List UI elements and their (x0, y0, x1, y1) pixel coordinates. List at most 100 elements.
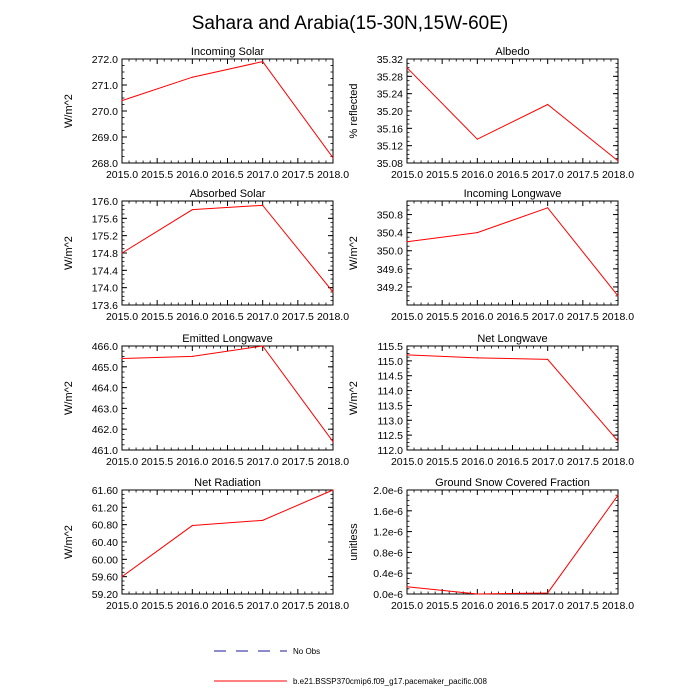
data-point (191, 76, 193, 78)
data-point (121, 100, 123, 102)
series-line (406, 494, 619, 595)
x-tick-label: 2015.0 (391, 600, 423, 612)
x-tick-label: 2016.5 (211, 600, 243, 612)
x-tick-label: 2017.0 (247, 311, 279, 323)
x-tick-label: 2017.0 (247, 456, 279, 468)
x-tick-label: 2015.0 (106, 169, 138, 181)
y-tick-label: 0.8e-6 (373, 547, 403, 559)
data-point (547, 103, 549, 106)
y-axis-label: W/m^2 (348, 381, 360, 415)
y-axis-label: % reflected (348, 83, 360, 138)
plot-frame (406, 345, 619, 451)
plot-frame (121, 489, 334, 595)
y-tick-label: 349.6 (377, 264, 403, 276)
y-tick-label: 115.0 (378, 356, 404, 368)
x-tick-label: 2016.0 (176, 600, 208, 612)
y-tick-label: 112.5 (378, 430, 404, 442)
series-line (406, 67, 619, 162)
x-tick-label: 2018.0 (602, 311, 634, 323)
x-tick-label: 2016.0 (176, 456, 208, 468)
x-tick-label: 2015.0 (391, 456, 423, 468)
y-tick-label: 35.28 (377, 71, 403, 83)
y-tick-label: 35.08 (377, 158, 403, 170)
y-tick-label: 466.0 (92, 341, 118, 353)
x-tick-label: 2016.0 (176, 169, 208, 181)
y-tick-label: 270.0 (92, 106, 118, 118)
x-tick-label: 2016.5 (211, 311, 243, 323)
data-point (617, 160, 619, 162)
y-tick-label: 350.4 (377, 228, 403, 240)
y-tick-label: 60.00 (92, 554, 118, 566)
chart-panel: Ground Snow Covered Fraction unitless 2015… (348, 477, 634, 612)
x-tick-label: 2016.5 (211, 456, 243, 468)
y-axis-label: W/m^2 (63, 525, 75, 559)
y-tick-label: 2.0e-6 (373, 485, 403, 497)
x-tick-label: 2018.0 (602, 456, 634, 468)
y-tick-label: 113.0 (378, 415, 404, 427)
x-tick-label: 2018.0 (317, 169, 349, 181)
y-tick-label: 114.0 (378, 386, 404, 398)
data-point (476, 357, 478, 359)
data-point (547, 207, 549, 209)
x-tick-label: 2018.0 (317, 311, 349, 323)
y-tick-label: 0.0e-6 (373, 589, 403, 601)
y-axis-label: W/m^2 (63, 381, 75, 415)
x-tick-label: 2017.0 (247, 169, 279, 181)
series-line (121, 204, 334, 293)
x-tick-label: 2015.0 (391, 169, 423, 181)
data-point (547, 592, 549, 594)
x-tick-label: 2018.0 (602, 600, 634, 612)
x-tick-label: 2018.0 (602, 169, 634, 181)
x-tick-label: 2015.5 (141, 169, 173, 181)
x-tick-label: 2016.0 (461, 169, 493, 181)
x-tick-label: 2015.5 (141, 456, 173, 468)
data-point (476, 232, 478, 234)
x-tick-label: 2015.0 (106, 311, 138, 323)
y-tick-label: 35.20 (377, 106, 403, 118)
y-tick-label: 0.4e-6 (373, 568, 403, 580)
x-tick-label: 2017.5 (567, 311, 599, 323)
y-axis-label: unitless (348, 523, 360, 561)
x-tick-label: 2017.5 (567, 600, 599, 612)
data-point (332, 489, 334, 491)
chart-panel: Net Radiation W/m^2 2015.0 2015.5 2016.0 2016… (63, 477, 349, 612)
data-point (191, 524, 193, 527)
page-title: Sahara and Arabia(15-30N,15W-60E) (192, 13, 509, 34)
panel-title: Emitted Longwave (182, 333, 273, 345)
x-tick-label: 2015.5 (426, 169, 458, 181)
data-point (262, 204, 264, 206)
panel-title: Absorbed Solar (190, 188, 266, 200)
x-tick-label: 2015.0 (391, 311, 423, 323)
x-tick-label: 2017.0 (532, 456, 564, 468)
x-tick-label: 2015.5 (426, 456, 458, 468)
y-tick-label: 61.60 (92, 485, 118, 497)
data-point (262, 519, 264, 521)
y-tick-label: 463.0 (92, 403, 118, 415)
panel-title: Net Radiation (194, 477, 261, 489)
y-tick-label: 35.32 (377, 54, 403, 66)
y-tick-label: 465.0 (92, 362, 118, 374)
y-axis-label: W/m^2 (348, 236, 360, 270)
y-tick-label: 461.0 (92, 445, 118, 457)
x-tick-label: 2015.0 (106, 600, 138, 612)
y-tick-label: 60.40 (92, 537, 118, 549)
x-tick-label: 2017.5 (567, 169, 599, 181)
panel-title: Incoming Solar (191, 46, 265, 58)
x-tick-label: 2016.0 (461, 311, 493, 323)
data-point (476, 593, 478, 595)
panel-title: Net Longwave (477, 333, 547, 345)
x-tick-label: 2016.0 (176, 311, 208, 323)
chart-panel: Net Longwave W/m^2 2015.0 2015.5 2016.0 2016.… (348, 333, 634, 468)
y-tick-label: 174.8 (92, 248, 118, 260)
plot-frame (406, 489, 619, 595)
series-line (406, 354, 619, 442)
y-tick-label: 115.5 (378, 341, 404, 353)
y-tick-label: 173.6 (92, 300, 118, 312)
y-tick-label: 114.5 (378, 371, 404, 383)
series-line (406, 207, 619, 297)
data-point (547, 358, 549, 360)
y-tick-label: 174.4 (92, 265, 118, 277)
